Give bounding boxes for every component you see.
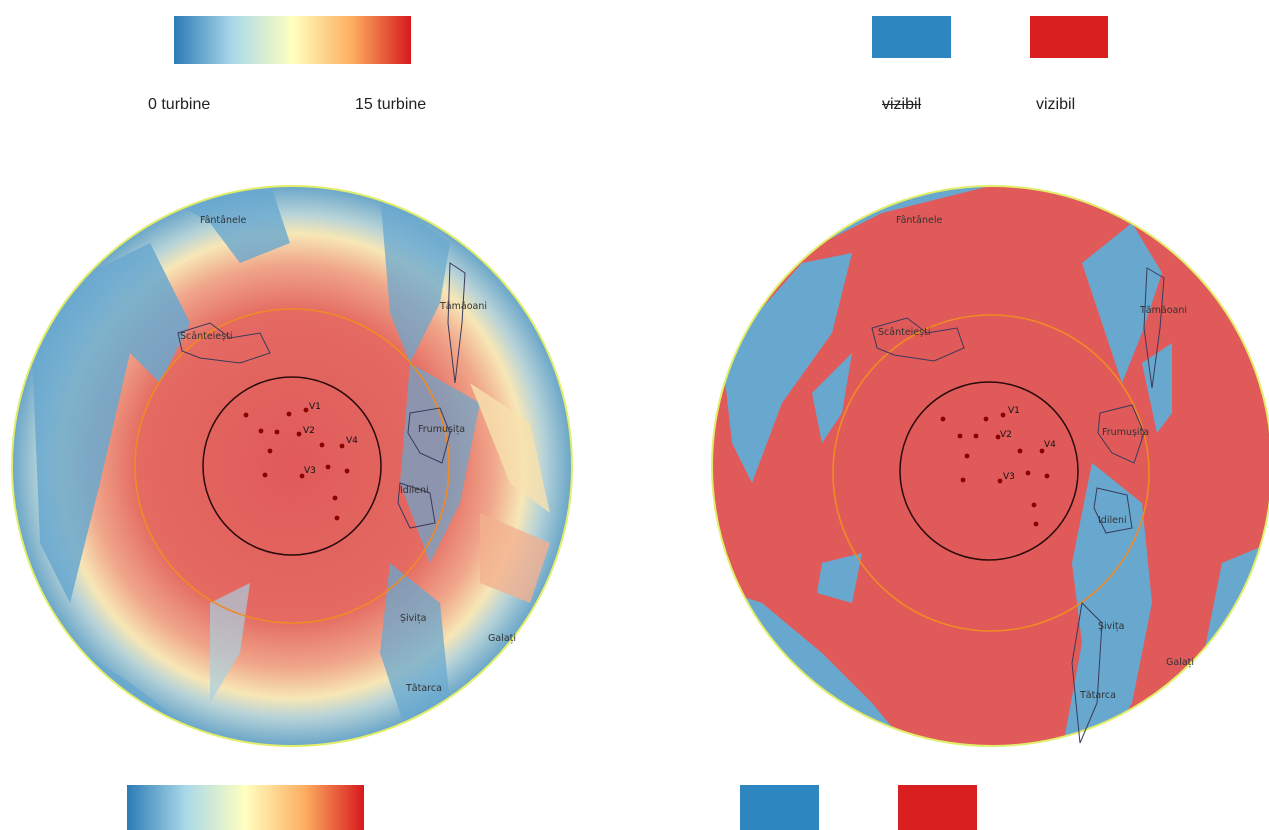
turbine-label-v3: V3	[304, 466, 316, 476]
place-label-fantanele: Fântânele	[200, 215, 246, 226]
visible-swatch	[1030, 16, 1108, 58]
place-label-sivita: Șivița	[400, 613, 426, 624]
place-label-galati: Galați	[1166, 657, 1194, 668]
not-visible-swatch	[872, 16, 951, 58]
not-visible-label: vizibil	[882, 96, 922, 113]
colorbar-max-label: 15 turbine	[355, 96, 427, 113]
turbine-label-v2: V2	[1000, 430, 1012, 440]
cumulative-visibility-map: Fântânele Scânteiești Tămăoani Frumușița…	[11, 185, 573, 747]
place-label-frumusita: Frumușița	[1102, 427, 1149, 438]
place-label-scanteiesti: Scânteiești	[878, 327, 930, 338]
turbine-points	[940, 412, 1050, 527]
place-label-tamaoani: Tămăoani	[1139, 305, 1187, 316]
turbine-label-v1: V1	[309, 402, 321, 412]
colorbar-min-label: 0 turbine	[148, 96, 211, 113]
binary-visibility-map: Fântânele Scânteiești Tămăoani Frumușița…	[711, 185, 1269, 747]
turbine-label-v2: V2	[303, 426, 315, 436]
visible-label: vizibil	[1036, 96, 1076, 113]
turbine-label-v1: V1	[1008, 406, 1020, 416]
place-label-tatarca: Tătarca	[405, 683, 442, 694]
place-label-idileni: Idileni	[1098, 515, 1127, 526]
place-label-tatarca: Tătarca	[1079, 690, 1116, 701]
turbine-count-colorbar	[174, 16, 411, 64]
turbine-label-v3: V3	[1003, 472, 1015, 482]
inner-ring	[899, 381, 1079, 561]
turbine-label-v4: V4	[1044, 440, 1056, 450]
place-label-fantanele: Fântânele	[896, 215, 942, 226]
place-label-frumusita: Frumușița	[418, 424, 465, 435]
zone-ring	[134, 308, 450, 624]
place-label-galati: Galați	[488, 633, 516, 644]
place-label-tamaoani: Tămăoani	[439, 301, 487, 312]
place-label-idileni: Idileni	[400, 485, 429, 496]
bottom-not-visible-swatch	[740, 785, 819, 830]
bottom-visible-swatch	[898, 785, 977, 830]
turbine-label-v4: V4	[346, 436, 358, 446]
place-label-sivita: Șivița	[1098, 621, 1124, 632]
zone-ring	[832, 314, 1150, 632]
bottom-turbine-count-colorbar	[127, 785, 364, 830]
turbine-points	[243, 407, 350, 521]
place-label-scanteiesti: Scânteiești	[180, 331, 232, 342]
inner-ring	[202, 376, 382, 556]
